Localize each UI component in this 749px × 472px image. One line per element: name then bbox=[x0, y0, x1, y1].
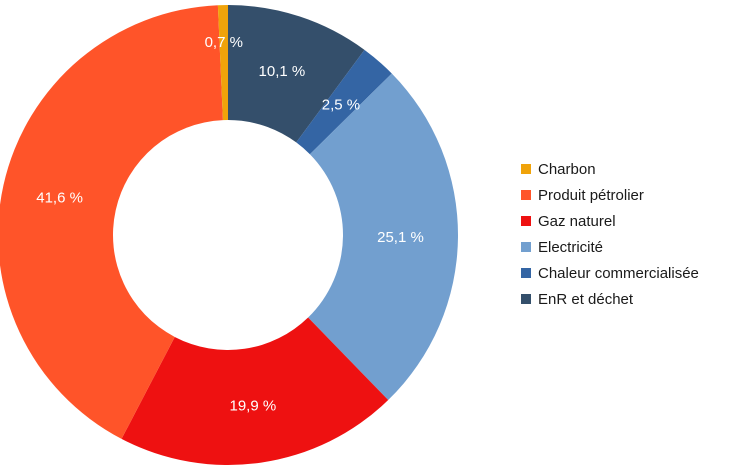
legend-swatch-charbon bbox=[521, 164, 531, 174]
legend-label-gaz-naturel: Gaz naturel bbox=[538, 213, 616, 230]
legend-label-chaleur-commercialisee: Chaleur commercialisée bbox=[538, 265, 699, 282]
legend-swatch-gaz-naturel bbox=[521, 216, 531, 226]
legend: Charbon Produit pétrolier Gaz naturel Elect… bbox=[521, 161, 699, 308]
slice-charbon bbox=[217, 5, 228, 121]
slice-electricite bbox=[308, 73, 458, 401]
slice-produit-petrolier bbox=[0, 5, 223, 439]
legend-swatch-chaleur-commercialisee bbox=[521, 268, 531, 278]
slice-labels: 10,1 % 2,5 % 25,1 % 19,9 % 41,6 % 0,7 % bbox=[36, 34, 424, 415]
slice-chaleur-commercialisee bbox=[296, 49, 392, 155]
slice-label-chaleur-commercialisee: 2,5 % bbox=[322, 97, 360, 114]
legend-swatch-produit-petrolier bbox=[521, 190, 531, 200]
legend-label-enr-et-dechet: EnR et déchet bbox=[538, 291, 634, 308]
donut-slices bbox=[0, 5, 458, 465]
legend-swatch-electricite bbox=[521, 242, 531, 252]
slice-label-produit-petrolier: 41,6 % bbox=[36, 190, 83, 207]
slice-gaz-naturel bbox=[121, 317, 389, 465]
slice-label-charbon: 0,7 % bbox=[205, 34, 243, 51]
slice-enr-et-dechet bbox=[228, 5, 365, 143]
legend-label-produit-petrolier: Produit pétrolier bbox=[538, 187, 644, 204]
slice-label-gaz-naturel: 19,9 % bbox=[230, 398, 277, 415]
slice-label-enr-et-dechet: 10,1 % bbox=[259, 63, 306, 80]
legend-swatch-enr-et-dechet bbox=[521, 294, 531, 304]
legend-label-electricite: Electricité bbox=[538, 239, 603, 256]
legend-label-charbon: Charbon bbox=[538, 161, 596, 178]
slice-label-electricite: 25,1 % bbox=[377, 229, 424, 246]
